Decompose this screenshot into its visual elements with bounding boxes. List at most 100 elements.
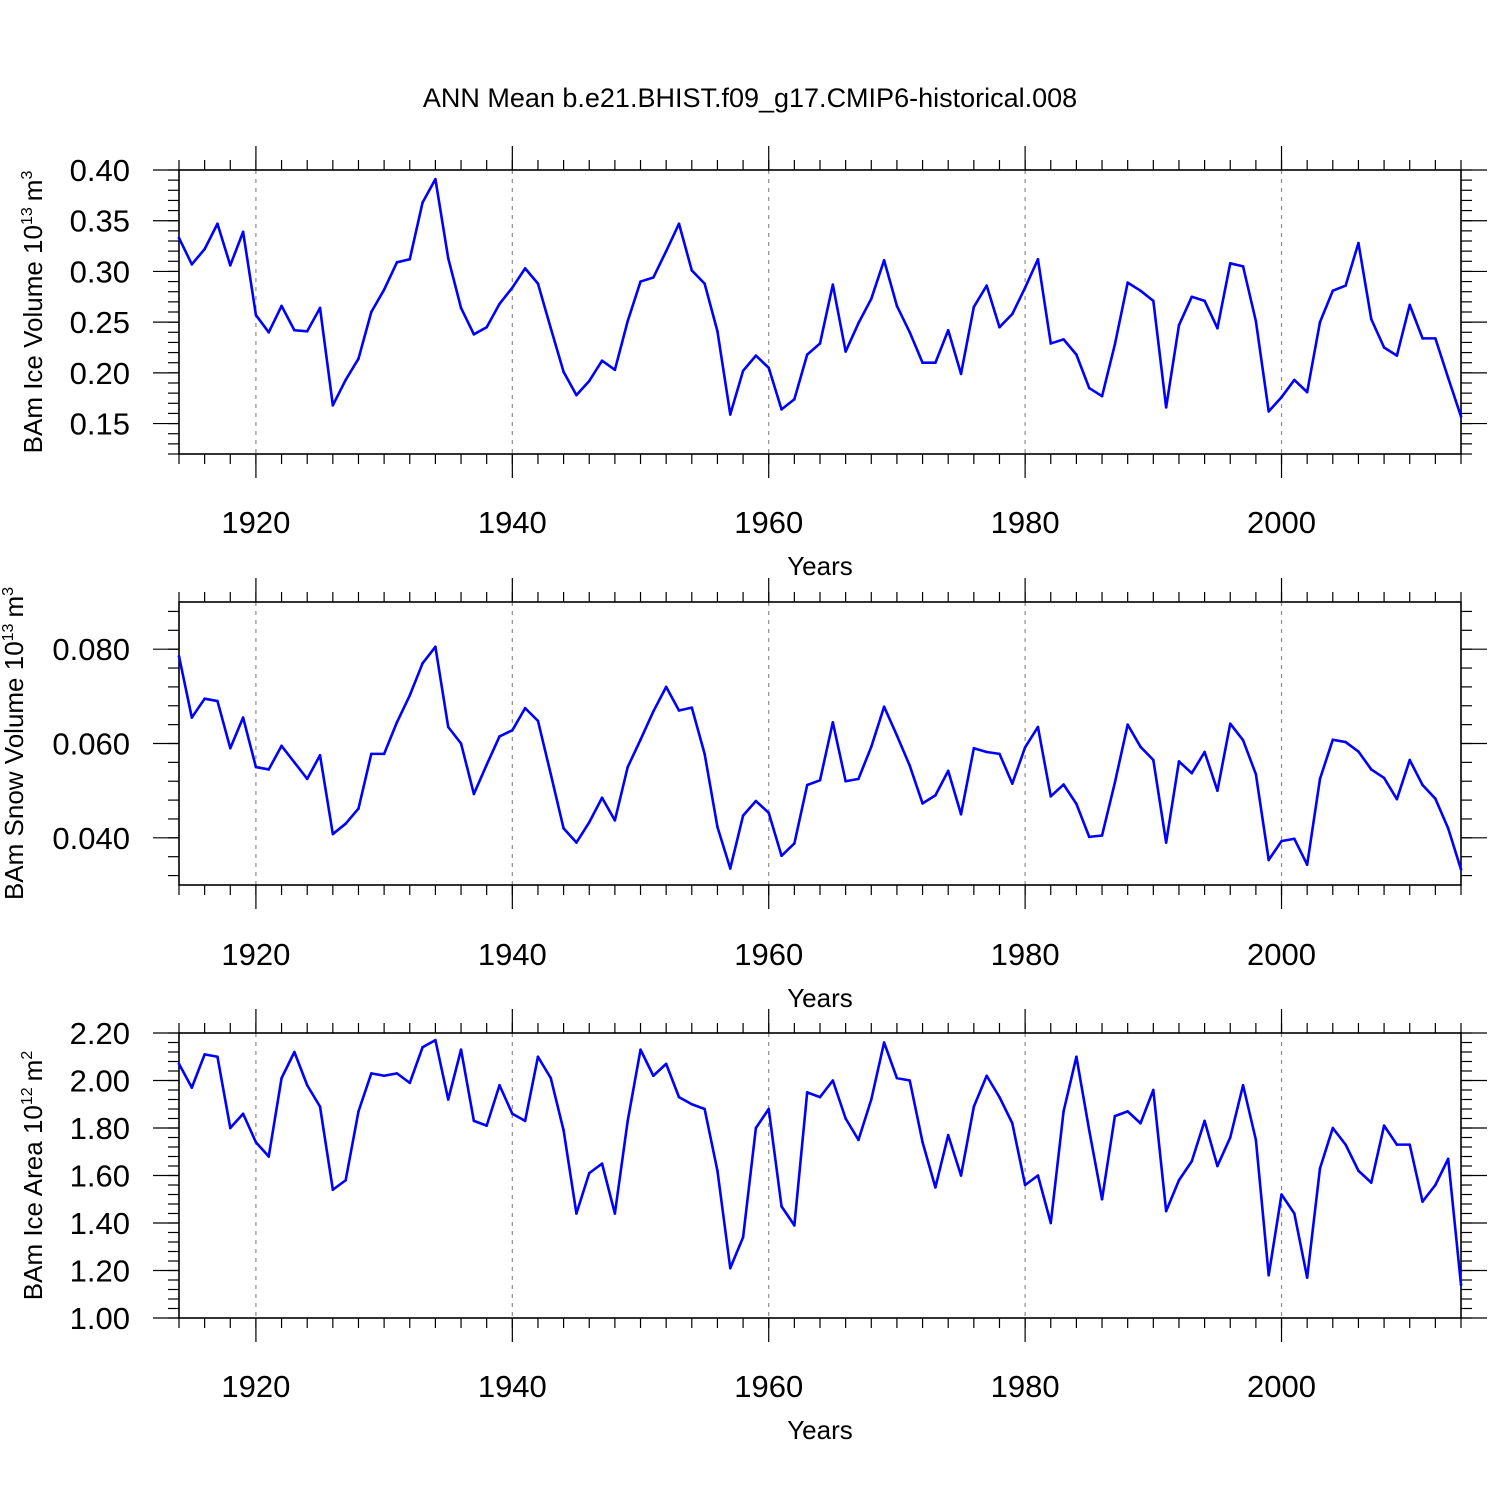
data-point — [1203, 299, 1206, 303]
data-point — [1434, 1183, 1437, 1187]
x-tick-label: 2000 — [1247, 505, 1316, 540]
data-point — [228, 264, 232, 267]
data-point — [1293, 1212, 1296, 1215]
data-point — [1049, 795, 1053, 798]
data-point — [1459, 415, 1463, 418]
data-point — [1049, 342, 1053, 345]
data-point — [1318, 320, 1322, 324]
data-point — [1216, 1164, 1219, 1168]
data-point — [1408, 758, 1412, 762]
plot-frame — [178, 601, 1462, 886]
data-point — [293, 1050, 296, 1054]
data-point — [831, 283, 835, 286]
data-point — [370, 310, 373, 314]
data-point — [536, 1055, 540, 1059]
data-point — [626, 765, 629, 769]
data-point — [1011, 1121, 1014, 1125]
data-point — [1408, 303, 1412, 307]
data-point — [908, 764, 912, 767]
y-tick-label: 1.00 — [70, 1301, 130, 1336]
data-point — [1177, 1178, 1181, 1182]
data-point — [793, 842, 796, 845]
data-point — [498, 302, 501, 306]
data-point — [536, 282, 540, 285]
data-point — [728, 413, 732, 416]
data-point — [293, 761, 296, 764]
data-point — [869, 297, 873, 301]
data-point — [228, 746, 232, 750]
data-point — [254, 1140, 258, 1144]
data-point — [1228, 722, 1232, 725]
data-point — [857, 1138, 860, 1142]
data-point — [1139, 1121, 1142, 1125]
x-tick-label: 1960 — [734, 937, 803, 972]
x-tick-label: 1960 — [734, 505, 803, 540]
data-point — [1241, 265, 1245, 268]
y-tick-label: 0.30 — [70, 254, 130, 289]
y-axis-label-text: BAm Ice Volume 10 — [18, 225, 48, 453]
data-point — [805, 1091, 809, 1094]
data-point — [1203, 750, 1206, 754]
data-point — [203, 697, 206, 700]
data-point — [1280, 395, 1283, 399]
series-line — [177, 177, 1463, 418]
data-point — [703, 1107, 706, 1111]
data-point — [934, 361, 937, 365]
y-tick-label: 1.80 — [70, 1111, 130, 1146]
x-tick-label: 2000 — [1247, 1369, 1316, 1404]
data-point — [998, 752, 1001, 756]
data-point — [793, 1224, 796, 1227]
data-point — [1305, 390, 1309, 394]
data-point — [1152, 1088, 1155, 1092]
data-point — [1421, 1200, 1424, 1203]
data-point — [1036, 257, 1040, 261]
data-point — [1293, 837, 1296, 841]
data-point — [818, 778, 822, 782]
data-point — [1395, 1143, 1399, 1146]
data-point — [254, 765, 258, 769]
data-point — [587, 379, 591, 383]
data-point — [1100, 1197, 1104, 1201]
data-point — [511, 1112, 514, 1116]
data-point — [639, 738, 642, 742]
data-point — [1062, 338, 1065, 341]
data-point — [280, 1076, 283, 1080]
data-point — [575, 393, 578, 397]
data-point — [280, 744, 283, 748]
data-point — [408, 694, 412, 697]
data-point — [1075, 1055, 1078, 1059]
data-point — [1344, 740, 1347, 744]
data-point — [780, 408, 783, 411]
data-point — [857, 777, 860, 781]
data-point — [1023, 745, 1027, 749]
data-point — [382, 1074, 386, 1078]
data-point — [780, 1205, 783, 1208]
data-point — [1139, 745, 1142, 749]
data-point — [562, 370, 565, 374]
data-point — [241, 230, 245, 234]
data-point — [908, 330, 912, 334]
data-points — [177, 645, 1463, 871]
data-point — [882, 705, 886, 709]
data-point — [946, 328, 950, 332]
data-point — [434, 177, 437, 181]
data-point — [305, 329, 309, 333]
panels: 1920 1940 1960 1980 2000 0.15 0.20 0.25 0.30 0.35… — [0, 146, 1487, 1445]
data-point — [934, 794, 937, 797]
data-point — [613, 1212, 617, 1215]
data-point — [754, 1126, 758, 1130]
y-axis-label-exponent: 13 — [19, 207, 36, 225]
figure-title: ANN Mean b.e21.BHIST.f09_g17.CMIP6-histo… — [423, 83, 1077, 113]
data-point — [998, 325, 1001, 329]
data-point — [1459, 1283, 1463, 1287]
data-point — [1139, 289, 1142, 293]
data-point — [1190, 771, 1194, 775]
data-point — [1395, 797, 1399, 801]
data-point — [1382, 346, 1386, 349]
data-point — [331, 1188, 335, 1192]
data-point — [357, 807, 360, 810]
x-tick-label: 1940 — [478, 505, 547, 540]
data-point — [959, 1174, 963, 1177]
data-point — [831, 720, 835, 724]
